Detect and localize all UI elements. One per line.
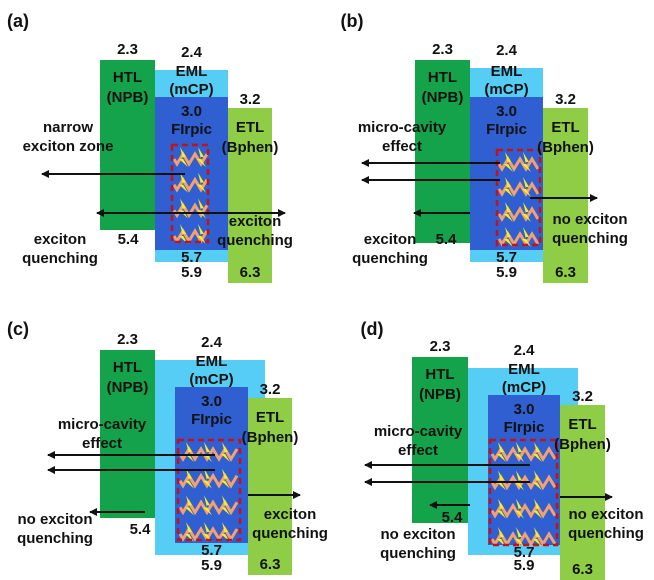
panel-label: (d) [361,319,384,339]
etl-lumo: 3.2 [572,388,593,405]
note-left: effect [382,138,422,155]
eml-material: (mCP) [189,371,233,388]
etl-name: ETL [236,119,264,136]
htl-name: HTL [113,69,142,86]
note-left: micro-cavity [374,423,463,440]
etl-lumo: 3.2 [555,91,576,108]
note-bottom-left: quenching [352,250,428,267]
note-bottom-left: quenching [380,545,456,562]
dopant-homo: 5.7 [181,249,202,266]
eml-name: EML [176,63,208,80]
eml-material: (mCP) [169,81,213,98]
eml-lumo: 2.4 [514,342,536,359]
eml-lumo: 2.4 [201,334,223,351]
note-left: effect [398,442,438,459]
dopant-name: FIrpic [191,411,232,428]
eml-name: EML [196,353,228,370]
note-left: narrow [43,119,93,136]
note-right: quenching [252,525,328,542]
note-bottom-left: quenching [17,530,93,547]
etl-name: ETL [551,119,579,136]
htl-homo: 5.4 [130,521,152,538]
htl-homo: 5.4 [436,231,458,248]
htl-material: (NPB) [107,89,149,106]
panel-label: (c) [7,319,29,339]
note-bottom-left: quenching [22,250,98,267]
eml-lumo: 2.4 [496,42,518,59]
htl-name: HTL [425,366,454,383]
etl-material: (Bphen) [537,139,594,156]
etl-lumo: 3.2 [240,91,261,108]
htl-homo: 5.4 [442,509,464,526]
panel-label: (b) [341,11,364,31]
note-right: exciton [229,213,282,230]
dopant-homo: 5.7 [514,544,535,561]
etl-material: (Bphen) [222,139,279,156]
etl-homo: 6.3 [240,264,261,281]
eml-homo: 5.9 [496,264,517,281]
note-bottom-left: no exciton [17,511,92,528]
htl-homo: 5.4 [118,231,140,248]
htl-lumo: 2.3 [430,338,451,355]
note-left: effect [82,435,122,452]
note-right: quenching [217,232,293,249]
eml-name: EML [508,361,540,378]
etl-material: (Bphen) [242,429,299,446]
htl-lumo: 2.3 [117,41,138,58]
etl-material: (Bphen) [554,436,611,453]
htl-material: (NPB) [422,89,464,106]
note-right: no exciton [568,506,643,523]
note-bottom-left: exciton [34,231,87,248]
panel-label: (a) [7,11,29,31]
htl-lumo: 2.3 [117,331,138,348]
note-right: quenching [568,525,644,542]
dopant-name: FIrpic [171,121,212,138]
dopant-homo: 5.7 [201,542,222,559]
note-right: exciton [264,506,317,523]
eml-homo: 5.9 [181,264,202,281]
dopant-name: FIrpic [486,121,527,138]
note-left: micro-cavity [58,416,147,433]
etl-name: ETL [568,416,596,433]
eml-material: (mCP) [502,379,546,396]
etl-name: ETL [256,409,284,426]
energy-diagram-figure: (a)2.3HTL(NPB)5.42.4EML(mCP)5.93.0FIrpic… [0,0,654,580]
htl-name: HTL [113,359,142,376]
etl-homo: 6.3 [260,556,281,573]
htl-lumo: 2.3 [432,41,453,58]
htl-layer [415,60,470,243]
note-bottom-left: exciton [364,231,417,248]
htl-material: (NPB) [419,386,461,403]
etl-lumo: 3.2 [260,381,281,398]
note-right: quenching [552,230,628,247]
dopant-homo: 5.7 [496,249,517,266]
etl-homo: 6.3 [555,264,576,281]
eml-material: (mCP) [484,81,528,98]
etl-homo: 6.3 [572,561,593,578]
note-right: no exciton [552,211,627,228]
eml-lumo: 2.4 [181,44,203,61]
dopant-name: FIrpic [504,419,545,436]
dopant-lumo: 3.0 [201,393,222,410]
dopant-lumo: 3.0 [496,103,517,120]
dopant-lumo: 3.0 [514,401,535,418]
eml-homo: 5.9 [201,557,222,574]
dopant-lumo: 3.0 [181,103,202,120]
note-left: micro-cavity [358,119,447,136]
htl-material: (NPB) [107,379,149,396]
note-bottom-left: no exciton [380,526,455,543]
htl-name: HTL [428,69,457,86]
note-left: exciton zone [23,138,114,155]
eml-name: EML [491,63,523,80]
